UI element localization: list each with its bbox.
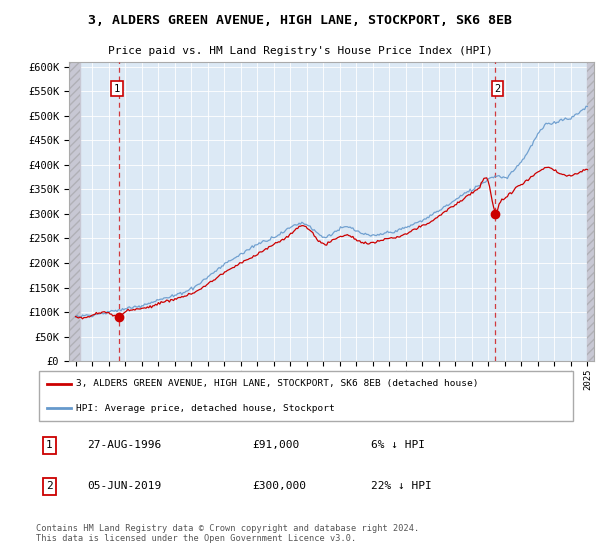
Bar bbox=[69, 62, 80, 361]
Text: 3, ALDERS GREEN AVENUE, HIGH LANE, STOCKPORT, SK6 8EB: 3, ALDERS GREEN AVENUE, HIGH LANE, STOCK… bbox=[88, 14, 512, 27]
Text: Contains HM Land Registry data © Crown copyright and database right 2024.
This d: Contains HM Land Registry data © Crown c… bbox=[36, 524, 419, 543]
Bar bbox=[69, 62, 80, 361]
Text: 1: 1 bbox=[46, 440, 53, 450]
Text: 22% ↓ HPI: 22% ↓ HPI bbox=[371, 482, 431, 491]
Text: 6% ↓ HPI: 6% ↓ HPI bbox=[371, 440, 425, 450]
Text: 1: 1 bbox=[114, 83, 120, 94]
Text: 2: 2 bbox=[46, 482, 53, 491]
Bar bbox=[587, 62, 594, 361]
Bar bbox=[587, 62, 594, 361]
FancyBboxPatch shape bbox=[39, 371, 574, 421]
Text: 3, ALDERS GREEN AVENUE, HIGH LANE, STOCKPORT, SK6 8EB (detached house): 3, ALDERS GREEN AVENUE, HIGH LANE, STOCK… bbox=[77, 380, 479, 389]
Text: £91,000: £91,000 bbox=[252, 440, 299, 450]
Text: Price paid vs. HM Land Registry's House Price Index (HPI): Price paid vs. HM Land Registry's House … bbox=[107, 46, 493, 57]
Text: 05-JUN-2019: 05-JUN-2019 bbox=[88, 482, 161, 491]
Text: HPI: Average price, detached house, Stockport: HPI: Average price, detached house, Stoc… bbox=[77, 404, 335, 413]
Text: £300,000: £300,000 bbox=[252, 482, 306, 491]
Text: 2: 2 bbox=[494, 83, 501, 94]
Text: 27-AUG-1996: 27-AUG-1996 bbox=[88, 440, 161, 450]
